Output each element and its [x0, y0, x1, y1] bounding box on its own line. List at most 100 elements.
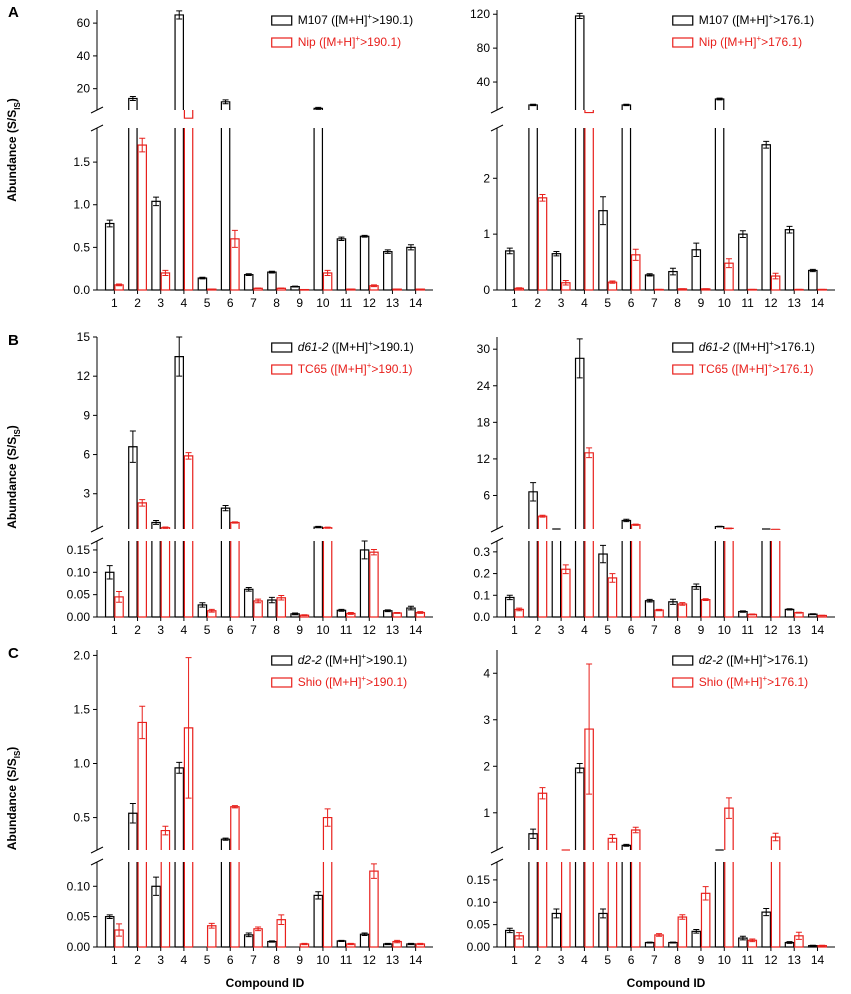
y-axis-title-subscript: IS	[13, 102, 22, 110]
error-bar	[739, 230, 746, 238]
error-bar	[222, 504, 229, 512]
x-tick-label: 11	[340, 623, 353, 637]
legend-transition-tail: >176.1)	[772, 362, 813, 376]
error-bar	[129, 430, 136, 463]
error-bar	[394, 939, 401, 944]
bar-tc65-8	[276, 597, 287, 618]
bar-shio-7	[253, 928, 263, 948]
error-bar	[809, 268, 816, 273]
error-bar	[562, 564, 569, 575]
error-bar	[129, 96, 136, 101]
legend-transition-tail: >190.1)	[366, 653, 407, 667]
bar-nip-4-upper	[584, 110, 594, 114]
error-bar	[278, 595, 285, 601]
panel-letter-a: A	[8, 4, 19, 21]
legend-superscript: +	[768, 12, 773, 21]
error-bar	[786, 608, 793, 611]
error-bar	[185, 452, 192, 460]
x-tick-label: 10	[718, 623, 732, 637]
y-tick-label: 0.00	[67, 940, 91, 954]
legend-strain-name: d2-2	[298, 653, 325, 667]
error-bar	[176, 336, 183, 377]
x-tick-label: 11	[741, 296, 754, 310]
x-tick-label: 1	[511, 953, 518, 967]
legend-strain-name: Nip	[699, 35, 720, 49]
error-bar	[623, 103, 630, 107]
legend-label-m107: M107 ([M+H]+>190.1)	[298, 12, 413, 27]
x-tick-label: 10	[718, 296, 732, 310]
legend-superscript: +	[361, 674, 366, 683]
legend-transition: ([M+H]	[726, 653, 762, 667]
bar-shio-10-lower	[724, 862, 734, 948]
error-bar	[600, 196, 607, 226]
bar-d61-2-9	[691, 585, 702, 618]
error-bar	[749, 938, 756, 943]
bar-shio-12	[369, 870, 379, 948]
error-bar	[255, 926, 262, 932]
legend-transition: ([M+H]	[726, 675, 762, 689]
x-tick-label: 1	[511, 296, 518, 310]
legend-transition-tail: >176.1)	[773, 13, 814, 27]
legend-strain-name: Shio	[699, 675, 726, 689]
x-tick-label: 9	[296, 296, 303, 310]
error-bar	[609, 280, 616, 284]
bar-shio-2-upper	[537, 792, 548, 850]
error-bar	[656, 608, 663, 612]
axis-break-mark	[490, 106, 504, 132]
error-bar	[384, 249, 391, 254]
legend-transition: ([M+H]	[332, 340, 368, 354]
y-axis-title-close: )	[5, 425, 19, 429]
y-tick-label: 2.0	[73, 648, 90, 662]
y-tick-label: 2	[483, 759, 490, 773]
x-tick-label: 6	[227, 953, 234, 967]
error-bar	[632, 826, 639, 834]
bar-tc65-4-upper	[183, 455, 194, 529]
error-bar	[162, 269, 169, 277]
bar-shio-5	[206, 925, 217, 948]
error-bar	[278, 914, 285, 926]
error-bar	[539, 514, 546, 518]
x-tick-label: 13	[788, 296, 802, 310]
x-tick-label: 11	[340, 296, 353, 310]
legend-transition-tail: >176.1)	[761, 35, 802, 49]
x-tick-label: 4	[181, 953, 188, 967]
bar-d61-2-10-lower	[313, 541, 324, 618]
error-bar	[394, 612, 401, 614]
x-tick-label: 11	[340, 953, 353, 967]
legend-swatch-nip	[271, 37, 293, 48]
error-bar	[116, 591, 123, 603]
error-bar	[370, 284, 377, 288]
y-tick-label: 120	[470, 7, 490, 21]
y-tick-label: 3	[483, 713, 490, 727]
error-bar	[162, 825, 169, 836]
error-bar	[646, 941, 653, 944]
legend-transition: ([M+H]	[731, 362, 767, 376]
x-tick-label: 3	[157, 623, 164, 637]
legend-transition-tail: >176.1)	[767, 653, 808, 667]
legend-transition-tail: >190.1)	[366, 675, 407, 689]
error-bar	[106, 219, 113, 228]
x-tick-label: 12	[363, 623, 377, 637]
y-tick-label: 0.05	[67, 910, 91, 924]
y-tick-label: 0.15	[67, 543, 91, 557]
x-tick-label: 6	[227, 623, 234, 637]
error-bar	[693, 583, 700, 590]
bar-tc65-12-lower	[770, 541, 781, 618]
error-bar	[407, 244, 414, 251]
y-tick-label: 30	[477, 342, 491, 356]
x-tick-label: 9	[296, 623, 303, 637]
bar-d2-2-4-upper	[174, 767, 184, 850]
legend-transition: ([M+H]	[319, 35, 355, 49]
error-bar	[268, 596, 275, 604]
bar-d61-2-7	[644, 600, 655, 618]
x-tick-label: 6	[628, 296, 635, 310]
legend-strain-name: M107	[298, 13, 331, 27]
error-bar	[693, 929, 700, 934]
error-bar	[516, 287, 523, 290]
error-bar	[208, 608, 215, 613]
legend-swatch-tc65	[271, 364, 293, 375]
error-bar	[679, 602, 686, 606]
bar-tc65-4-upper	[584, 452, 594, 529]
y-axis-title-subscript: IS	[13, 429, 22, 437]
error-bar	[506, 247, 513, 255]
